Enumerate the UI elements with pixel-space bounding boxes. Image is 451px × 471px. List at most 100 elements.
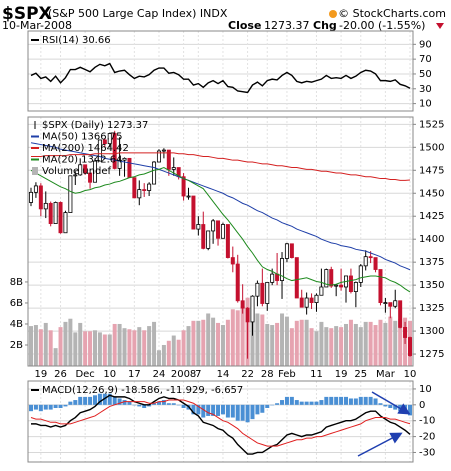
histogram-bar (260, 404, 265, 413)
legend-label: MA(200) 1464.42 (42, 143, 129, 154)
legend-label: Volume undef (42, 166, 112, 177)
candle-body (206, 230, 211, 249)
y-tick-label: 1500 (419, 142, 444, 153)
histogram-bar (319, 400, 324, 405)
candle-body (275, 273, 280, 281)
x-tick-label: 19 (34, 369, 47, 380)
histogram-bar (83, 396, 88, 405)
histogram-bar (127, 401, 132, 405)
macd-panel (27, 380, 414, 463)
histogram-bar (191, 404, 196, 415)
candle-body (383, 302, 388, 305)
candle-body (78, 164, 83, 176)
candle-body (358, 265, 363, 283)
candle-body (388, 302, 393, 307)
legend-label: MACD(12,26,9) -18.586, -11.929, -6.657 (42, 385, 243, 396)
y-tick-label: -30 (419, 447, 435, 458)
volume-bar (191, 320, 196, 366)
histogram-bar (29, 404, 33, 412)
date: 10-Mar-2008 (2, 19, 72, 32)
x-tick-label: Dec (75, 369, 94, 380)
histogram-bar (378, 403, 383, 405)
y-tick-label: 30 (419, 84, 432, 95)
candle-body (107, 133, 112, 145)
histogram-bar (353, 398, 358, 405)
candle-body (270, 273, 275, 283)
candle-body (117, 159, 122, 169)
histogram-bar (373, 398, 378, 405)
candle-body (324, 269, 329, 288)
volume-tick-label: 4B (10, 319, 23, 330)
histogram-bar (166, 403, 171, 405)
histogram-bar (348, 398, 353, 405)
volume-bar (265, 323, 270, 366)
volume-bar (147, 326, 152, 366)
candle-body (156, 150, 161, 163)
candle-body (393, 300, 398, 307)
histogram-bar (284, 396, 289, 405)
x-tick-label: 10 (404, 369, 417, 380)
y-tick-label: 0 (419, 400, 425, 411)
candle-body (196, 224, 201, 230)
histogram-bar (368, 396, 373, 405)
volume-bar (388, 316, 393, 366)
y-tick-label: 1400 (419, 234, 444, 245)
volume-bar (38, 329, 43, 366)
volume-bar (196, 320, 201, 366)
volume-bar (368, 321, 373, 366)
volume-tick-label: 8B (10, 277, 23, 288)
candle-body (152, 161, 157, 185)
volume-bar (152, 321, 157, 366)
candle-body (260, 282, 265, 304)
histogram-bar (43, 404, 48, 410)
candle-body (289, 243, 294, 258)
volume-bar (309, 328, 314, 366)
histogram-bar (334, 396, 339, 405)
histogram-bar (112, 396, 117, 405)
volume-bar (334, 326, 339, 366)
change-value: -20.00 (-1.55%) (339, 19, 425, 32)
histogram-bar (78, 396, 83, 405)
candle-body (137, 189, 142, 199)
histogram-bar (181, 404, 186, 408)
histogram-bar (388, 404, 393, 408)
y-tick-label: 1375 (419, 257, 444, 268)
volume-bar (220, 325, 225, 366)
histogram-bar (176, 404, 181, 406)
candle-body (398, 300, 403, 328)
candle-body (309, 297, 314, 304)
histogram-bar (107, 393, 112, 405)
close-value: 1273.37 (264, 19, 310, 32)
volume-bar (329, 328, 334, 366)
candle-body (407, 337, 412, 356)
volume-tick-label: 2B (10, 340, 23, 351)
x-tick-label: 25 (354, 369, 367, 380)
histogram-bar (211, 404, 216, 416)
candle-body (353, 281, 358, 292)
candle-body (334, 284, 339, 287)
candle-body (230, 257, 235, 265)
histogram-bar (270, 404, 275, 406)
y-tick-label: 1325 (419, 303, 444, 314)
histogram-bar (245, 404, 250, 423)
volume-bar (58, 327, 63, 366)
histogram-bar (33, 404, 38, 410)
x-tick-label: 24 (153, 369, 166, 380)
volume-bar (68, 318, 73, 366)
histogram-bar (147, 404, 152, 407)
volume-bar (78, 322, 83, 366)
histogram-bar (58, 404, 63, 408)
y-tick-label: 1275 (419, 349, 444, 360)
logo-icon (329, 10, 337, 18)
indicator-line (31, 394, 411, 455)
index-name: (S&P 500 Large Cap Index) INDX (48, 7, 228, 20)
candle-body (201, 224, 206, 249)
volume-bar (92, 330, 97, 366)
histogram-bar (92, 395, 97, 405)
histogram-bar (156, 401, 161, 405)
histogram-bar (235, 404, 240, 421)
candle-body (319, 286, 324, 296)
y-tick-label: 1425 (419, 211, 444, 222)
x-tick-label: 14 (217, 369, 230, 380)
